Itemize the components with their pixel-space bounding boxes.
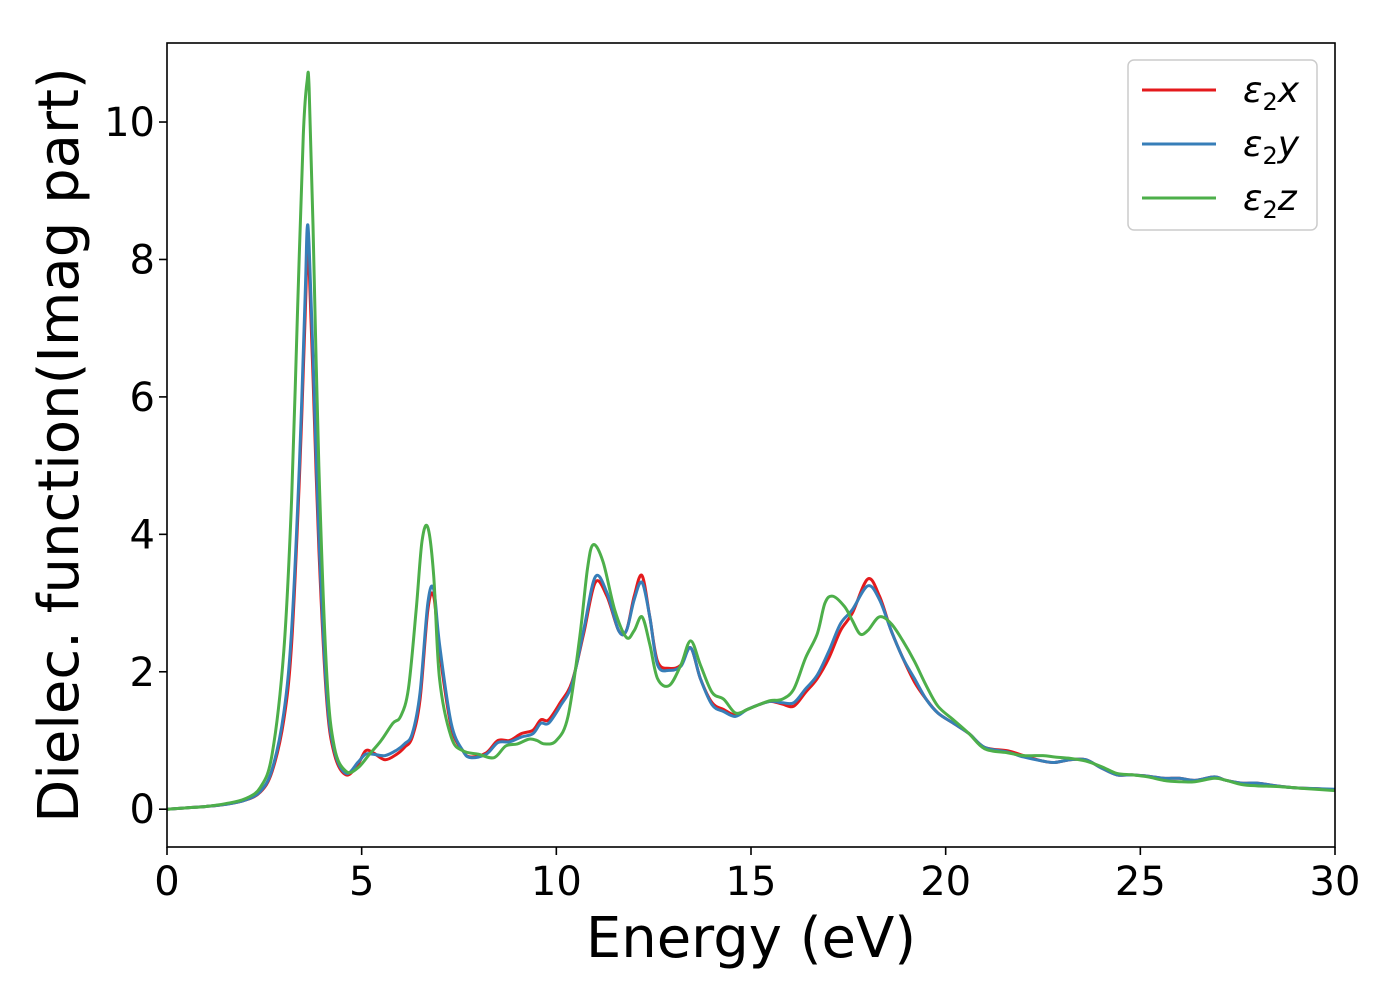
x-tick-label: 15 (726, 859, 777, 905)
y-tick-label: 6 (130, 375, 155, 421)
y-axis-label: Dielec. function(Imag part) (27, 67, 92, 823)
x-axis-ticks: 0 5 10 15 20 25 30 (154, 847, 1360, 905)
x-tick-label: 0 (154, 859, 179, 905)
legend-label-1: ε2x (1243, 70, 1300, 116)
x-tick-label: 10 (531, 859, 582, 905)
series-line-2 (166, 223, 1336, 811)
y-tick-label: 4 (130, 512, 155, 558)
legend-frame (1127, 59, 1318, 231)
y-tick-label: 0 (130, 787, 155, 833)
legend-label-3: ε2z (1243, 178, 1298, 224)
x-tick-label: 5 (349, 859, 374, 905)
legend: ε2x ε2y ε2z (1127, 59, 1318, 231)
x-tick-label: 20 (920, 859, 971, 905)
y-tick-label: 10 (104, 100, 155, 146)
y-axis-ticks: 0 2 4 6 8 10 (104, 100, 167, 833)
x-tick-label: 30 (1310, 859, 1361, 905)
legend-items: ε2x ε2y ε2z (1142, 70, 1300, 224)
series-layer (166, 70, 1336, 811)
x-tick-label: 25 (1115, 859, 1166, 905)
x-axis-label: Energy (eV) (586, 906, 916, 971)
y-tick-label: 2 (130, 650, 155, 696)
legend-label-2: ε2y (1243, 124, 1300, 170)
y-tick-label: 8 (130, 237, 155, 283)
series-line-3 (166, 70, 1336, 811)
